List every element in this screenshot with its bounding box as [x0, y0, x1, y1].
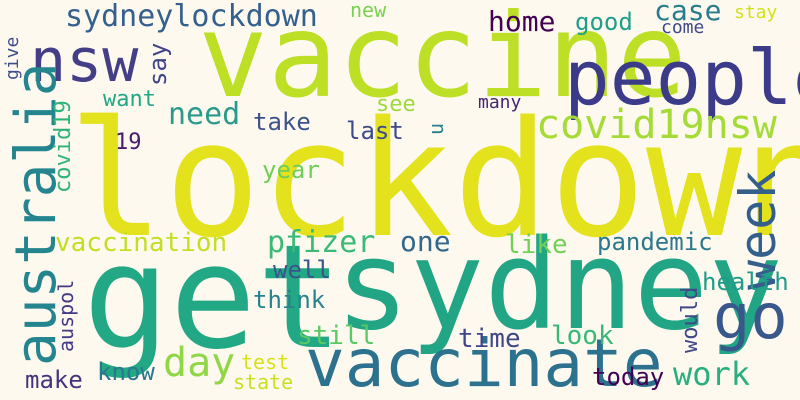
word-well: well	[273, 256, 331, 284]
word-pfizer: pfizer	[267, 225, 376, 260]
word-work: work	[673, 355, 751, 393]
word-need: need	[168, 97, 241, 132]
word-like: like	[505, 230, 568, 260]
word-case: case	[654, 0, 722, 27]
word-one: one	[400, 225, 451, 258]
word-stay: stay	[734, 2, 778, 23]
word-covid19: covid19	[51, 100, 76, 193]
word-health: health	[702, 268, 789, 296]
word-home: home	[488, 5, 556, 38]
word-day: day	[163, 340, 236, 386]
word-auspol: auspol	[54, 279, 78, 352]
word-say: say	[144, 42, 172, 86]
word-go: go	[713, 280, 788, 353]
word-state: state	[233, 370, 294, 394]
word-time: time	[458, 324, 521, 354]
word-would: would	[678, 286, 703, 353]
word-know: know	[97, 358, 155, 386]
word-take: take	[253, 108, 311, 136]
word-still: still	[297, 321, 376, 351]
word-want: want	[103, 87, 156, 112]
word-come: come	[661, 17, 705, 38]
word-sydneylockdown: sydneylockdown	[65, 0, 318, 34]
word-test: test	[241, 350, 290, 374]
word-covid19nsw: covid19nsw	[536, 102, 777, 148]
word-lockdown: lockdown	[68, 86, 800, 273]
word-nsw: nsw	[30, 26, 139, 96]
word-19: 19	[115, 130, 142, 155]
word-year: year	[262, 156, 320, 184]
word-u: u	[424, 122, 448, 135]
word-vaccination: vaccination	[55, 228, 228, 258]
word-see: see	[376, 92, 416, 117]
word-give: give	[2, 36, 23, 80]
word-pandemic: pandemic	[597, 228, 713, 256]
word-good: good	[575, 8, 633, 36]
word-people: people	[564, 33, 800, 122]
word-sydney: sydney	[335, 214, 783, 358]
word-today: today	[592, 363, 665, 391]
word-look: look	[551, 321, 614, 351]
word-last: last	[346, 117, 404, 145]
word-make: make	[25, 366, 83, 394]
word-many: many	[478, 92, 522, 113]
word-think: think	[253, 286, 326, 314]
word-vaccinate: vaccinate	[305, 325, 663, 400]
word-new: new	[350, 0, 387, 22]
word-vaccine: vaccine	[198, 0, 687, 124]
word-get: get	[83, 213, 344, 381]
